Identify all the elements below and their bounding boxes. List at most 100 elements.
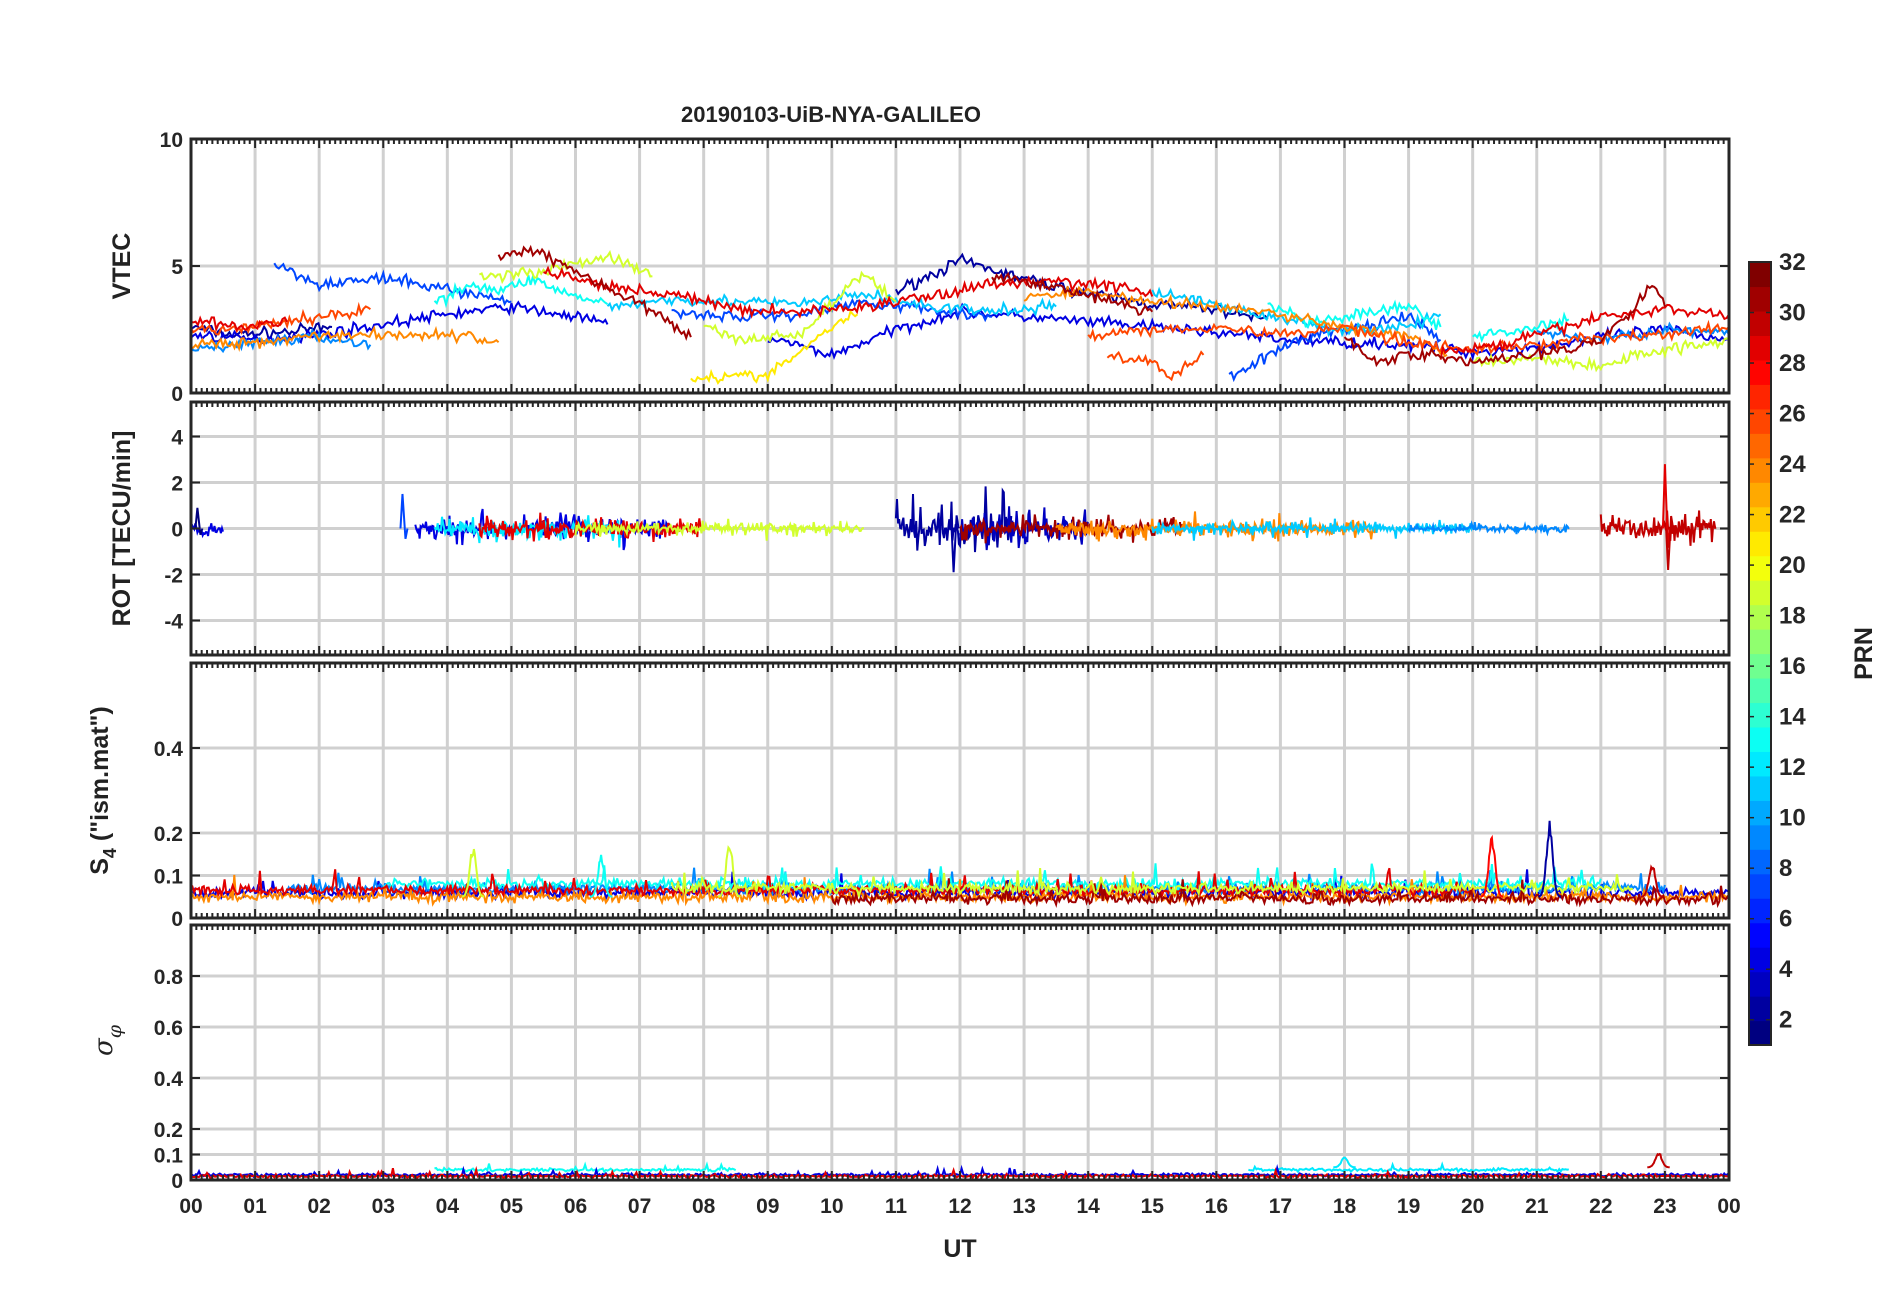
colorbar-tick-label: 14 (1779, 704, 1806, 731)
x-tick-label: 11 (885, 1195, 908, 1218)
x-tick-label: 00 (179, 1195, 202, 1218)
rot-trace-prn-30 (1599, 510, 1717, 546)
rot-trace-prn-19 (574, 518, 864, 541)
series-line-prn-31 (830, 878, 1729, 909)
colorbar-tick-label: 12 (1779, 754, 1806, 781)
y-tick-label: 10 (160, 129, 183, 152)
colorbar-band (1749, 531, 1771, 557)
colorbar-band (1749, 433, 1771, 459)
series-line-prn-31 (1343, 284, 1666, 368)
colorbar-band (1749, 384, 1771, 410)
x-tick-label: 19 (1397, 1195, 1420, 1218)
colorbar-tick-label: 6 (1779, 906, 1792, 933)
peak-prn-19 (461, 848, 485, 898)
x-tick-label: 21 (1525, 1195, 1549, 1218)
y-tick-label: 0.1 (154, 866, 184, 889)
peak-prn-28 (1480, 834, 1504, 898)
series-line-prn-31 (991, 271, 1154, 316)
colorbar-tick-label: 4 (1779, 956, 1793, 983)
colorbar-tick-label: 16 (1779, 653, 1806, 680)
series-line-prn-7 (273, 262, 512, 307)
colorbar-band (1749, 262, 1771, 288)
peak-prn-30 (1640, 864, 1664, 898)
y-tick-label: 0 (171, 1170, 183, 1193)
rot-spike-prn-1 (194, 507, 204, 536)
colorbar-band (1749, 971, 1771, 997)
x-tick-label: 18 (1333, 1195, 1357, 1218)
colorbar-tick-label: 2 (1779, 1007, 1792, 1034)
colorbar-band (1749, 555, 1771, 581)
colorbar-band (1749, 702, 1771, 728)
y-axis-label-subscript: φ (104, 1024, 126, 1038)
series-line-prn-31 (497, 244, 692, 341)
y-tick-label: 0.2 (154, 823, 183, 846)
colorbar-band (1749, 824, 1771, 850)
colorbar-band (1749, 751, 1771, 777)
panel-frame (189, 400, 1731, 657)
y-axis-label-rest: ("ism.mat") (86, 706, 114, 848)
x-tick-label: 09 (756, 1195, 779, 1218)
peak-prn-2 (1538, 820, 1561, 898)
series-line-prn-11 (1151, 286, 1442, 338)
rot-trace-prn-9 (1407, 520, 1570, 537)
data-layer (191, 244, 1729, 385)
colorbar-band (1749, 457, 1771, 483)
series-line-prn-26 (1087, 319, 1729, 357)
series-line-prn-11 (606, 287, 1057, 317)
colorbar-band (1749, 653, 1771, 679)
x-tick-label: 15 (1141, 1195, 1165, 1218)
x-tick-label: 02 (307, 1195, 330, 1218)
series-line-prn-21 (690, 309, 859, 385)
colorbar-band (1749, 873, 1771, 899)
x-tick-label: 03 (372, 1195, 395, 1218)
colorbar-tick-label: 30 (1779, 300, 1806, 327)
y-tick-label: 0 (171, 908, 183, 931)
colorbar-tick-label: 32 (1779, 249, 1806, 276)
panel-2: 4 2 0 -2 -4 ROT [TECU/min] (108, 400, 1731, 657)
panel-3: 0 0.1 0.2 0.4 S4 ("ism.mat") (86, 661, 1731, 931)
series-line-prn-19 (703, 270, 897, 347)
x-tick-label: 12 (948, 1195, 971, 1218)
y-tick-label: 4 (171, 427, 183, 450)
x-tick-label: 17 (1269, 1195, 1292, 1218)
series-line-prn-13 (433, 273, 609, 309)
x-axis-tick-labels: 00 01 02 03 04 05 06 07 08 09 10 11 12 13 14 15 16 17 18 19… (179, 1195, 1740, 1218)
rot-spike-prn-2 (950, 515, 960, 573)
y-axis-label: σφ (89, 1024, 126, 1056)
y-tick-label: 0.4 (154, 738, 184, 761)
y-tick-label: 0.6 (154, 1017, 183, 1040)
colorbar-label: PRN (1850, 627, 1878, 680)
y-tick-label: 0.8 (154, 966, 184, 989)
series-line-prn-29 (1439, 303, 1729, 360)
y-axis-label: S4 ("ism.mat") (86, 706, 120, 875)
panel-frame (189, 923, 1731, 1182)
colorbar-band (1749, 898, 1771, 924)
colorbar-band (1749, 922, 1771, 948)
panel-frame (189, 661, 1731, 920)
y-tick-label: 0.2 (154, 1119, 183, 1142)
y-tick-label: 2 (171, 473, 183, 496)
colorbar-band (1749, 286, 1771, 312)
colorbar-band (1749, 849, 1771, 875)
y-tick-label: 0.4 (154, 1068, 184, 1091)
y-axis-label-subscript: 4 (100, 848, 120, 858)
colorbar-band (1749, 482, 1771, 508)
x-tick-label: 04 (436, 1195, 460, 1218)
colorbar-frame (1748, 261, 1772, 1046)
x-tick-label: 07 (628, 1195, 651, 1218)
x-tick-label: 01 (243, 1195, 267, 1218)
colorbar-band (1749, 1020, 1771, 1046)
x-tick-label: 20 (1461, 1195, 1484, 1218)
series-line-prn-19 (670, 868, 1634, 899)
peak-prn-13 (589, 854, 613, 898)
y-axis-label-main: σ (89, 1037, 119, 1056)
colorbar-band (1749, 580, 1771, 606)
y-tick-label: 5 (171, 256, 183, 279)
x-tick-label: 22 (1589, 1195, 1612, 1218)
x-tick-label: 13 (1012, 1195, 1035, 1218)
x-tick-label: 08 (692, 1195, 716, 1218)
colorbar-tick-label: 8 (1779, 855, 1792, 882)
panel-1: 0 5 10 VTEC (108, 129, 1731, 406)
rot-spike-prn-7 (399, 493, 409, 540)
